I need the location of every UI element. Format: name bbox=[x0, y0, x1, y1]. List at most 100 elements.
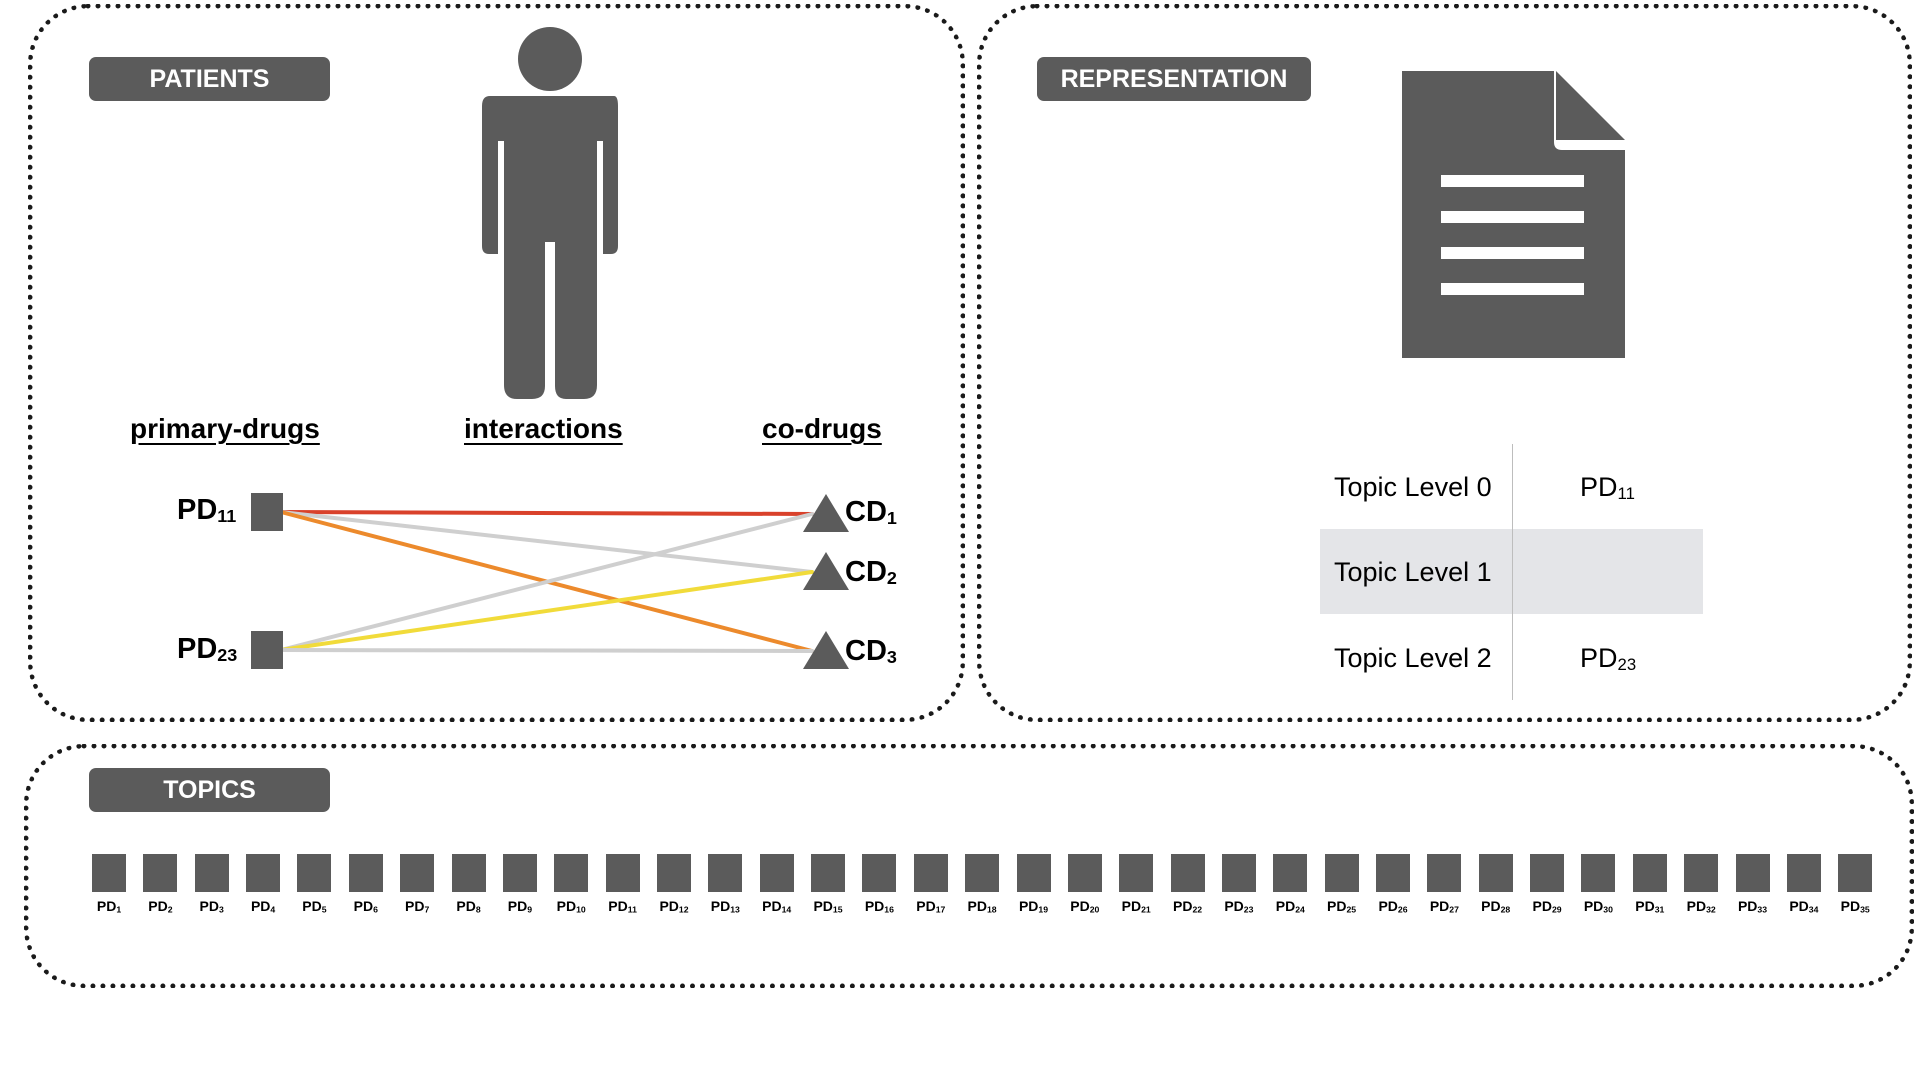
topic-item: PD18 bbox=[965, 854, 1000, 914]
topic-item: PD32 bbox=[1684, 854, 1719, 914]
topic-label: PD2 bbox=[148, 898, 173, 915]
topic-item: PD1 bbox=[92, 854, 126, 914]
co-drug-label-cd3: CD3 bbox=[845, 635, 897, 668]
topic-item: PD14 bbox=[759, 854, 794, 914]
topic-item: PD4 bbox=[246, 854, 281, 914]
topic-label: PD16 bbox=[864, 898, 894, 915]
topic-square bbox=[657, 854, 691, 892]
topic-square bbox=[194, 854, 229, 892]
topic-square bbox=[348, 854, 383, 892]
topic-item: PD25 bbox=[1324, 854, 1359, 914]
topic-square bbox=[708, 854, 743, 892]
topic-square bbox=[246, 854, 281, 892]
topic-square bbox=[400, 854, 435, 892]
topic-item: PD6 bbox=[348, 854, 383, 914]
topic-level-0-label: Topic Level 0 bbox=[1334, 472, 1492, 502]
topic-square bbox=[811, 854, 845, 892]
topic-square bbox=[1170, 854, 1205, 892]
topic-item: PD10 bbox=[554, 854, 589, 914]
topic-label: PD29 bbox=[1532, 898, 1562, 915]
topic-label: PD26 bbox=[1378, 898, 1408, 915]
topic-square bbox=[1273, 854, 1308, 892]
topic-item: PD28 bbox=[1478, 854, 1513, 914]
topic-label: PD5 bbox=[302, 898, 327, 915]
topic-item: PD12 bbox=[657, 854, 691, 914]
topic-item: PD33 bbox=[1735, 854, 1770, 914]
topic-item: PD26 bbox=[1376, 854, 1410, 914]
topic-label: PD9 bbox=[507, 898, 533, 915]
topic-label: PD35 bbox=[1840, 898, 1870, 915]
topic-square bbox=[1478, 854, 1513, 892]
topic-label: PD24 bbox=[1275, 898, 1305, 915]
topic-square bbox=[92, 854, 126, 892]
topic-label: PD3 bbox=[199, 898, 224, 915]
topic-item: PD7 bbox=[400, 854, 435, 914]
topics-tag: TOPICS bbox=[89, 768, 330, 812]
primary-drug-label-pd11: PD11 bbox=[177, 494, 237, 527]
topic-label: PD1 bbox=[96, 898, 122, 915]
topic-square bbox=[1684, 854, 1719, 892]
topic-level-0-value: PD11 bbox=[1580, 472, 1635, 503]
topic-label: PD28 bbox=[1481, 898, 1511, 915]
topic-label: PD11 bbox=[608, 898, 637, 915]
co-drugs-header: co-drugs bbox=[762, 413, 882, 444]
topic-item: PD9 bbox=[502, 854, 537, 914]
topic-label: PD7 bbox=[405, 898, 430, 915]
topic-item: PD31 bbox=[1632, 854, 1667, 914]
topic-square bbox=[554, 854, 589, 892]
topic-level-1-label: Topic Level 1 bbox=[1334, 557, 1492, 587]
topic-label: PD13 bbox=[710, 898, 740, 915]
topic-item: PD16 bbox=[862, 854, 897, 914]
topics-panel bbox=[24, 744, 1914, 988]
topic-label: PD14 bbox=[762, 898, 792, 915]
topic-label: PD15 bbox=[813, 898, 843, 915]
topic-label: PD25 bbox=[1327, 898, 1357, 915]
topic-item: PD27 bbox=[1427, 854, 1462, 914]
topic-item: PD23 bbox=[1221, 854, 1256, 914]
topic-item: PD20 bbox=[1067, 854, 1102, 914]
topic-level-2-value: PD23 bbox=[1580, 643, 1637, 674]
topic-label: PD30 bbox=[1583, 898, 1613, 915]
topic-label: PD12 bbox=[659, 898, 689, 915]
topic-square bbox=[1581, 854, 1616, 892]
topic-item: PD35 bbox=[1838, 854, 1873, 914]
topic-item: PD29 bbox=[1530, 854, 1565, 914]
topic-label: PD18 bbox=[967, 898, 997, 915]
topic-square bbox=[913, 854, 948, 892]
topic-square bbox=[451, 854, 486, 892]
topic-label: PD34 bbox=[1789, 898, 1819, 915]
primary-drugs-header: primary-drugs bbox=[130, 413, 320, 444]
topic-square bbox=[1119, 854, 1154, 892]
interactions-header: interactions bbox=[464, 413, 623, 444]
topic-square bbox=[1632, 854, 1667, 892]
patients-tag: PATIENTS bbox=[89, 57, 330, 101]
topic-square bbox=[143, 854, 178, 892]
topic-label: PD19 bbox=[1018, 898, 1049, 915]
topic-label: PD23 bbox=[1224, 898, 1254, 915]
co-drug-label-cd2: CD2 bbox=[845, 556, 897, 589]
topic-item: PD3 bbox=[194, 854, 229, 914]
topic-item: PD5 bbox=[297, 854, 332, 914]
topic-label: PD20 bbox=[1070, 898, 1100, 915]
topic-label: PD31 bbox=[1635, 898, 1665, 915]
topic-item: PD19 bbox=[1016, 854, 1051, 914]
topic-item: PD22 bbox=[1170, 854, 1205, 914]
representation-panel bbox=[977, 4, 1912, 722]
topic-square bbox=[1067, 854, 1102, 892]
topic-square bbox=[1427, 854, 1462, 892]
topic-label: PD17 bbox=[916, 898, 946, 915]
table-divider bbox=[1512, 444, 1513, 700]
topic-item: PD15 bbox=[811, 854, 845, 914]
topic-square bbox=[1221, 854, 1256, 892]
topic-label: PD10 bbox=[556, 898, 586, 915]
topic-item: PD34 bbox=[1786, 854, 1821, 914]
co-drug-label-cd1: CD1 bbox=[845, 496, 897, 529]
topic-label: PD22 bbox=[1173, 898, 1203, 915]
topic-item: PD8 bbox=[451, 854, 486, 914]
topic-item: PD13 bbox=[708, 854, 743, 914]
topic-item: PD21 bbox=[1119, 854, 1154, 914]
topic-square bbox=[965, 854, 1000, 892]
topic-square bbox=[297, 854, 332, 892]
topic-item: PD30 bbox=[1581, 854, 1616, 914]
topic-label: PD33 bbox=[1737, 898, 1768, 915]
